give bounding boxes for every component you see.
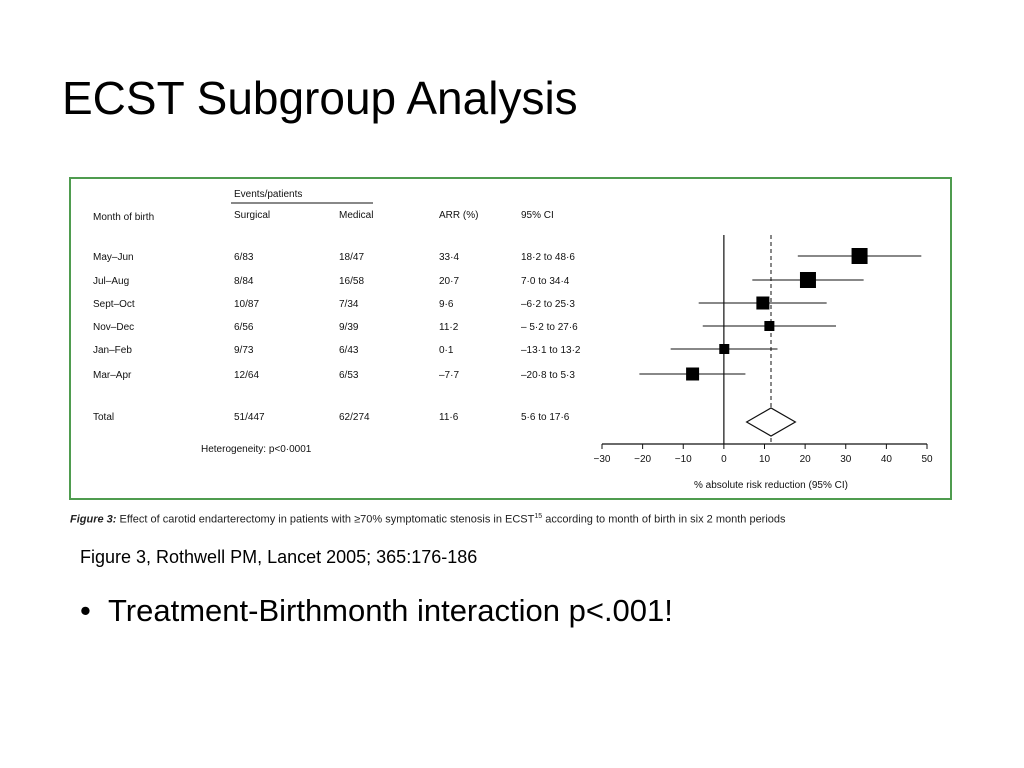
x-tick-label-6: 30 xyxy=(840,454,852,465)
bullet-text: Treatment-Birthmonth interaction p<.001! xyxy=(108,593,673,628)
row-total-label: Total xyxy=(93,412,114,423)
row-total-arr: 11·6 xyxy=(439,412,459,423)
row-3-medical: 7/34 xyxy=(339,299,359,310)
row-1-surgical: 6/83 xyxy=(234,252,254,263)
row-2-medical: 16/58 xyxy=(339,276,364,287)
x-tick-label-1: −20 xyxy=(634,454,651,465)
row-5-surgical: 9/73 xyxy=(234,345,254,356)
x-tick-label-5: 20 xyxy=(800,454,812,465)
row-5-ci: –13·1 to 13·2 xyxy=(521,345,581,356)
row-1-arr: 33·4 xyxy=(439,252,459,263)
table-rows: May–Jun 6/83 18/47 33·4 18·2 to 48·6 Jul–Aug 8… xyxy=(93,252,581,423)
row-2-ci: 7·0 to 34·4 xyxy=(521,276,570,287)
x-axis-label: % absolute risk reduction (95% CI) xyxy=(694,480,848,491)
row-5-label: Jan–Feb xyxy=(93,345,132,356)
bullet-item: • Treatment-Birthmonth interaction p<.001… xyxy=(80,591,673,631)
x-tick-label-3: 0 xyxy=(721,454,727,465)
row-4-label: Nov–Dec xyxy=(93,322,134,333)
forest-plot: Events/patients Month of birth Surgical … xyxy=(93,189,933,491)
row-4-ci: – 5·2 to 27·6 xyxy=(521,322,578,333)
row-6-ci: –20·8 to 5·3 xyxy=(521,370,575,381)
header-ci: 95% CI xyxy=(521,210,554,221)
row-6-surgical: 12/64 xyxy=(234,370,259,381)
header-medical: Medical xyxy=(339,210,373,221)
point-estimate-3 xyxy=(756,296,770,310)
row-2-surgical: 8/84 xyxy=(234,276,254,287)
row-3-surgical: 10/87 xyxy=(234,299,259,310)
slide-title: ECST Subgroup Analysis xyxy=(62,72,578,124)
row-6-label: Mar–Apr xyxy=(93,370,132,381)
bullet-marker: • xyxy=(80,593,91,628)
row-3-ci: –6·2 to 25·3 xyxy=(521,299,575,310)
header-month: Month of birth xyxy=(93,212,154,223)
header-events-patients: Events/patients xyxy=(234,189,302,200)
point-estimate-4 xyxy=(764,321,775,331)
caption-tail: according to month of birth in six 2 mon… xyxy=(545,513,786,526)
point-estimate-5 xyxy=(719,344,730,354)
x-tick-label-0: −30 xyxy=(594,454,611,465)
row-total-ci: 5·6 to 17·6 xyxy=(521,412,570,423)
header-arr: ARR (%) xyxy=(439,210,478,221)
point-estimate-1 xyxy=(851,248,868,264)
row-1-label: May–Jun xyxy=(93,252,134,263)
total-diamond xyxy=(745,407,797,437)
row-6-medical: 6/53 xyxy=(339,370,359,381)
row-4-arr: 11·2 xyxy=(439,322,459,333)
x-tick-label-8: 50 xyxy=(921,454,933,465)
x-tick-label-7: 40 xyxy=(881,454,893,465)
row-2-label: Jul–Aug xyxy=(93,276,129,287)
row-total-medical: 62/274 xyxy=(339,412,370,423)
row-3-label: Sept–Oct xyxy=(93,299,135,310)
row-1-medical: 18/47 xyxy=(339,252,364,263)
figure-citation: Figure 3, Rothwell PM, Lancet 2005; 365:… xyxy=(80,547,478,567)
row-4-surgical: 6/56 xyxy=(234,322,254,333)
row-2-arr: 20·7 xyxy=(439,276,459,287)
forest-plot-area: −30 −20 −10 0 10 20 30 40 50 xyxy=(594,235,933,465)
row-3-arr: 9·6 xyxy=(439,299,454,310)
caption-reference: 15 xyxy=(534,513,543,520)
heterogeneity-note: Heterogeneity: p<0·0001 xyxy=(201,444,312,455)
caption-text: Effect of carotid endarterectomy in pati… xyxy=(119,513,535,526)
row-5-medical: 6/43 xyxy=(339,345,359,356)
figure-caption: Figure 3: Effect of carotid endarterecto… xyxy=(70,513,786,526)
header-surgical: Surgical xyxy=(234,210,270,221)
x-tick-label-2: −10 xyxy=(675,454,692,465)
point-estimate-6 xyxy=(686,367,700,381)
row-1-ci: 18·2 to 48·6 xyxy=(521,252,575,263)
point-estimate-2 xyxy=(799,272,816,288)
figure-frame: Events/patients Month of birth Surgical … xyxy=(69,177,952,500)
caption-label: Figure 3: xyxy=(70,513,117,526)
row-total-surgical: 51/447 xyxy=(234,412,265,423)
row-4-medical: 9/39 xyxy=(339,322,359,333)
row-5-arr: 0·1 xyxy=(439,345,454,356)
x-tick-label-4: 10 xyxy=(759,454,771,465)
row-6-arr: –7·7 xyxy=(439,370,459,381)
